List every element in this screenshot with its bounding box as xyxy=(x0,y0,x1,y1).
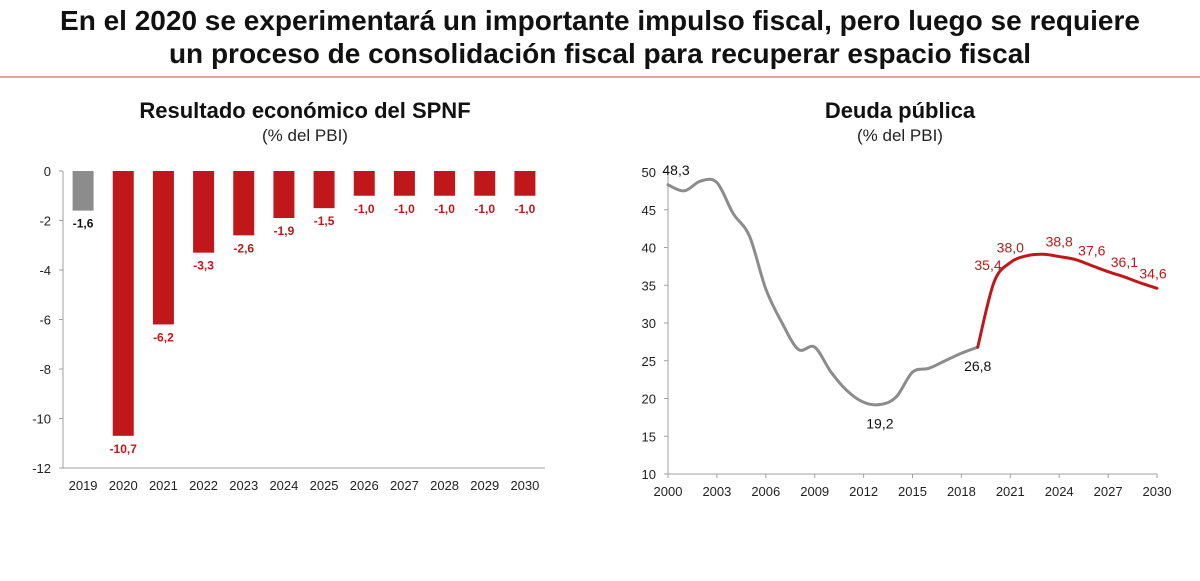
line-chart-title: Deuda pública xyxy=(824,98,976,123)
line-x-tick-label: 2012 xyxy=(849,484,878,499)
bar-data-label: -3,3 xyxy=(193,259,214,273)
line-y-tick-label: 20 xyxy=(642,392,656,407)
bar-2022 xyxy=(193,171,215,253)
bar-x-tick-label: 2029 xyxy=(470,478,499,493)
line-y-tick-label: 35 xyxy=(642,278,656,293)
line-y-tick-label: 25 xyxy=(642,354,656,369)
bar-x-tick-label: 2019 xyxy=(69,478,98,493)
bar-2030 xyxy=(514,171,536,196)
bar-data-label: -1,5 xyxy=(314,214,335,228)
bar-x-tick-label: 2026 xyxy=(350,478,379,493)
bar-chart-subtitle: (% del PBI) xyxy=(262,126,348,145)
line-x-tick-label: 2000 xyxy=(654,484,683,499)
bar-x-tick-label: 2023 xyxy=(229,478,258,493)
bar-x-tick-label: 2030 xyxy=(510,478,539,493)
line-x-tick-label: 2009 xyxy=(800,484,829,499)
slide-title-line-1: En el 2020 se experimentará un important… xyxy=(60,5,1140,36)
line-data-label: 35,4 xyxy=(974,257,1001,273)
line-y-tick-label: 50 xyxy=(642,165,656,180)
bar-data-label: -6,2 xyxy=(153,330,174,344)
line-x-tick-label: 2006 xyxy=(751,484,780,499)
bar-data-label: -1,6 xyxy=(73,217,94,231)
bar-data-label: -2,6 xyxy=(233,241,254,255)
line-x-tick-label: 2018 xyxy=(947,484,976,499)
bar-y-tick-label: -4 xyxy=(39,263,51,278)
bar-y-tick-label: -2 xyxy=(39,214,51,229)
line-x-tick-label: 2024 xyxy=(1045,484,1074,499)
line-series-gray xyxy=(666,177,980,407)
line-y-tick-label: 15 xyxy=(642,429,656,444)
bar-chart: 0 -2 -4 -6 -8 -10 -12 -1,6 2019 -10,7 2020 -6,2 2021… xyxy=(32,164,545,493)
line-data-label: 36,1 xyxy=(1111,254,1138,270)
line-data-label: 38,8 xyxy=(1046,234,1073,250)
bar-data-label: -1,0 xyxy=(394,202,415,216)
bar-x-tick-label: 2020 xyxy=(109,478,138,493)
line-x-tick-label: 2030 xyxy=(1143,484,1172,499)
line-data-label: 37,6 xyxy=(1078,243,1105,259)
bar-y-tick-label: -6 xyxy=(39,313,51,328)
line-chart-subtitle: (% del PBI) xyxy=(857,126,943,145)
line-x-tick-label: 2027 xyxy=(1094,484,1123,499)
bar-2027 xyxy=(393,171,415,196)
line-data-label: 19,2 xyxy=(866,416,893,432)
bar-data-label: -1,0 xyxy=(515,202,536,216)
bar-y-tick-label: -10 xyxy=(32,412,51,427)
bar-2024 xyxy=(273,171,295,219)
bar-chart-title: Resultado económico del SPNF xyxy=(139,98,471,123)
bar-2025 xyxy=(313,171,335,209)
bar-2023 xyxy=(233,171,255,236)
line-x-tick-label: 2015 xyxy=(898,484,927,499)
bar-2029 xyxy=(474,171,496,196)
bar-data-label: -1,0 xyxy=(354,202,375,216)
bar-x-tick-label: 2022 xyxy=(189,478,218,493)
line-series-red xyxy=(976,252,1159,349)
bar-2020 xyxy=(112,171,134,436)
bar-x-tick-label: 2028 xyxy=(430,478,459,493)
bar-x-tick-label: 2027 xyxy=(390,478,419,493)
line-y-tick-label: 30 xyxy=(642,316,656,331)
bar-y-tick-label: 0 xyxy=(44,164,51,179)
line-y-tick-label: 10 xyxy=(642,467,656,482)
bar-2028 xyxy=(434,171,456,196)
bar-data-label: -1,0 xyxy=(434,202,455,216)
line-data-label: 38,0 xyxy=(997,240,1024,256)
slide-title: En el 2020 se experimentará un important… xyxy=(0,4,1200,70)
bar-x-tick-label: 2024 xyxy=(269,478,298,493)
bar-x-tick-label: 2021 xyxy=(149,478,178,493)
line-x-tick-label: 2003 xyxy=(702,484,731,499)
bar-2019 xyxy=(72,171,94,211)
line-data-label: 26,8 xyxy=(964,358,991,374)
bar-2021 xyxy=(152,171,174,325)
bar-y-tick-label: -8 xyxy=(39,362,51,377)
slide-title-line-2: un proceso de consolidación fiscal para … xyxy=(168,38,1032,69)
line-x-tick-label: 2021 xyxy=(996,484,1025,499)
line-y-tick-label: 40 xyxy=(642,241,656,256)
line-data-label: 34,6 xyxy=(1139,265,1166,281)
bar-y-tick-label: -12 xyxy=(32,461,51,476)
bar-data-label: -10,7 xyxy=(110,442,138,456)
line-data-label: 48,3 xyxy=(662,162,689,178)
line-y-tick-label: 45 xyxy=(642,203,656,218)
bar-x-tick-label: 2025 xyxy=(310,478,339,493)
bar-data-label: -1,9 xyxy=(274,224,295,238)
bar-data-label: -1,0 xyxy=(474,202,495,216)
title-divider xyxy=(0,76,1200,78)
line-chart: 10 15 20 25 30 35 40 45 50 2000 2003 2006 2009 2012 20… xyxy=(642,162,1172,499)
bar-2026 xyxy=(353,171,375,196)
